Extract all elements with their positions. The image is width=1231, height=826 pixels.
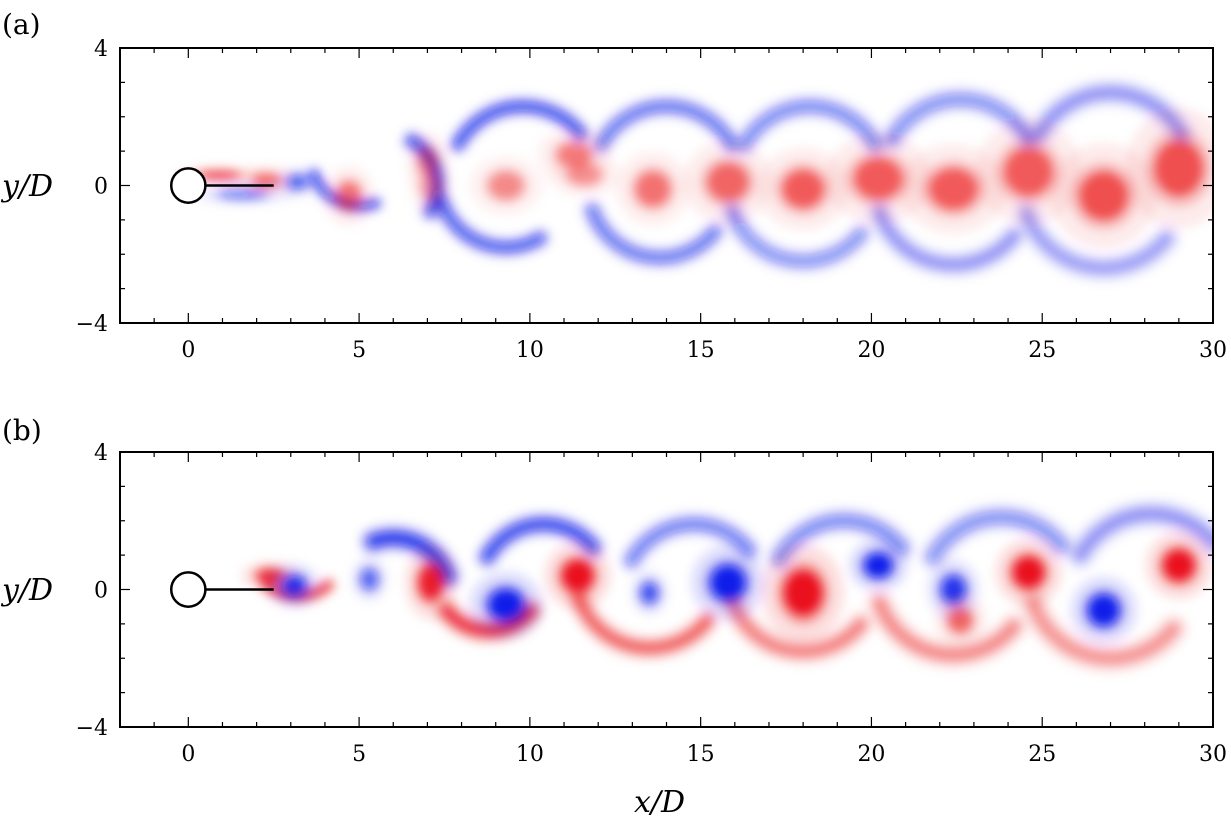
y-tick-label: −4 xyxy=(76,716,108,741)
shear-layer xyxy=(1026,597,1180,665)
panel-b-contour-layer xyxy=(240,499,1213,673)
x-tick-label: 25 xyxy=(1028,338,1056,363)
shear-layer xyxy=(453,101,586,150)
panel-a-vorticity-field xyxy=(173,79,1213,282)
panel-a-label: (a) xyxy=(2,8,41,41)
vortex-core xyxy=(948,608,973,633)
vortex-core xyxy=(710,565,746,600)
vortex-core xyxy=(253,173,281,188)
shear-layer xyxy=(596,101,737,150)
vortex-core xyxy=(784,570,822,616)
shear-layer xyxy=(587,205,720,263)
shear-layer xyxy=(726,595,867,658)
x-tick-label: 15 xyxy=(687,338,715,363)
vortex-core xyxy=(336,182,361,210)
x-tick-label: 5 xyxy=(352,742,366,767)
vortex-core xyxy=(864,553,892,578)
vortex-core xyxy=(640,582,658,604)
vortex-core xyxy=(488,171,524,200)
cylinder xyxy=(169,167,207,204)
panel-a-cylinder-plate xyxy=(169,167,274,204)
y-tick-label: 4 xyxy=(94,441,108,466)
shear-layer xyxy=(927,511,1068,564)
panel-b-ticks: 0 5 10 15 20 25 30 −4 0 4 xyxy=(76,441,1227,767)
vortex-core xyxy=(488,589,524,621)
panel-b-x-axis-title: x/D xyxy=(634,785,685,820)
x-tick-label: 25 xyxy=(1028,742,1056,767)
panel-b-cylinder-plate xyxy=(169,571,274,608)
y-tick-label: 4 xyxy=(94,37,108,62)
panel-b-label: (b) xyxy=(2,414,42,447)
x-tick-label: 0 xyxy=(181,742,195,767)
x-tick-label: 5 xyxy=(352,338,366,363)
vortex-core xyxy=(929,168,978,210)
panel-a-y-axis-title: y/D xyxy=(0,169,53,204)
x-tick-label: 10 xyxy=(516,338,544,363)
x-tick-label: 15 xyxy=(687,742,715,767)
shear-layer xyxy=(1073,507,1213,562)
vortex-core xyxy=(635,171,670,207)
shear-layer xyxy=(1020,207,1173,275)
vortex-core xyxy=(360,568,378,590)
x-tick-label: 10 xyxy=(516,742,544,767)
x-tick-label: 30 xyxy=(1199,742,1227,767)
panel-a-ticks: 0 5 10 15 20 25 30 −4 0 4 xyxy=(76,37,1227,363)
panel-b-vorticity-field xyxy=(240,499,1213,673)
shear-layer xyxy=(873,596,1020,661)
vortex-core xyxy=(287,175,308,189)
vortex-core xyxy=(1154,140,1203,196)
vortex-core xyxy=(562,560,594,592)
y-tick-label: 0 xyxy=(94,579,108,604)
vortex-core xyxy=(1163,549,1195,581)
vortex-core xyxy=(418,565,443,600)
y-tick-label: 0 xyxy=(94,175,108,200)
vortex-core xyxy=(1079,171,1128,220)
vortex-core xyxy=(707,163,749,201)
shear-layer xyxy=(626,518,755,566)
shear-layer xyxy=(481,518,599,563)
shear-layer xyxy=(873,206,1020,271)
vortex-core xyxy=(282,575,307,597)
vortex-core xyxy=(1004,147,1053,196)
vortex-core xyxy=(198,171,240,180)
panel-b-y-axis-title: y/D xyxy=(0,573,53,608)
x-tick-label: 30 xyxy=(1199,338,1227,363)
panel-a-contour-layer xyxy=(173,79,1213,282)
panel-b: (b) 0 5 10 15 20 25 30 −4 0 4 y/D x/D xyxy=(0,414,1227,820)
x-tick-label: 20 xyxy=(857,338,885,363)
vortex-core xyxy=(1013,556,1044,588)
shear-layer xyxy=(436,197,545,253)
vortex-core xyxy=(420,173,442,201)
shear-layer xyxy=(727,205,867,267)
shear-layer xyxy=(573,592,713,654)
vortex-core xyxy=(782,170,824,208)
x-tick-label: 20 xyxy=(857,742,885,767)
x-tick-label: 0 xyxy=(181,338,195,363)
cylinder xyxy=(169,571,207,608)
vortex-core xyxy=(567,164,602,186)
vortex-core xyxy=(1088,594,1120,626)
shear-layer xyxy=(739,100,881,150)
shear-layer xyxy=(773,514,908,565)
y-tick-label: −4 xyxy=(76,312,108,337)
panel-a: (a) 0 5 10 15 20 25 30 −4 0 4 y/D xyxy=(0,8,1227,363)
vortex-core xyxy=(854,158,903,200)
